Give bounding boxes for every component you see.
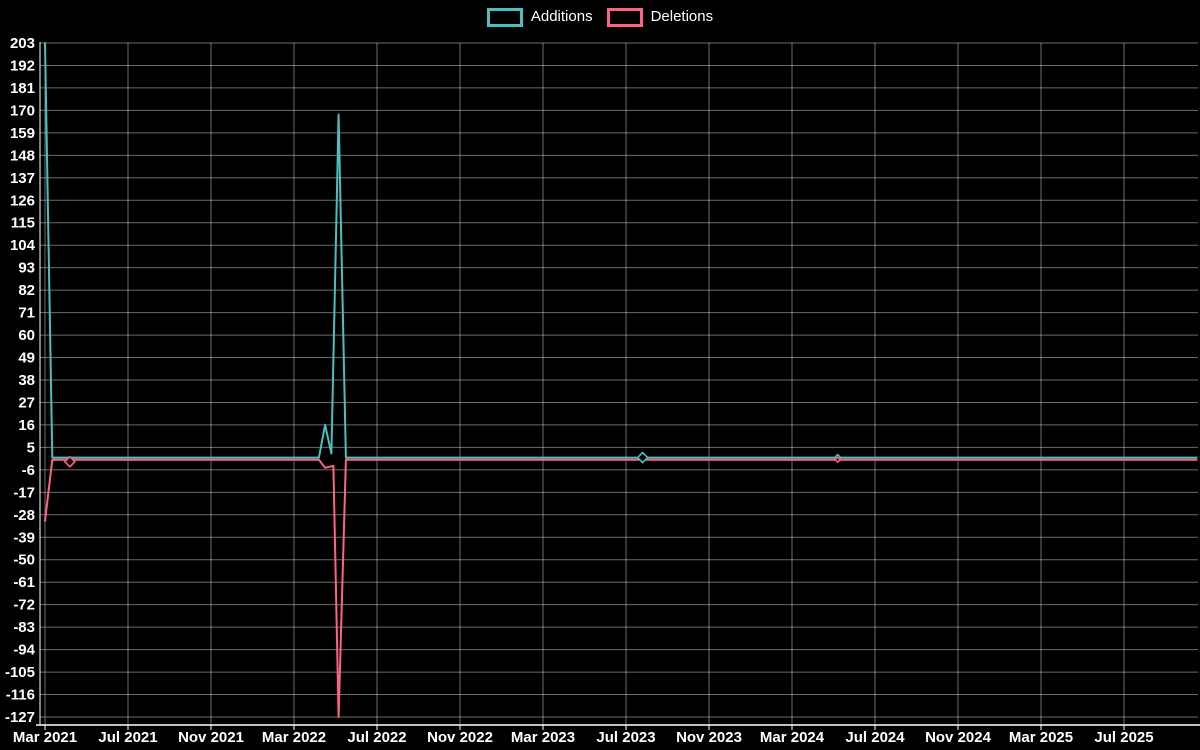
y-tick-label: 192 [10, 57, 35, 74]
y-tick-label: -50 [13, 552, 35, 569]
y-tick-label: 5 [27, 439, 35, 456]
x-tick-label: Nov 2023 [676, 729, 742, 746]
y-tick-label: 82 [18, 282, 35, 299]
y-tick-label: -28 [13, 507, 35, 524]
y-tick-label: 170 [10, 102, 35, 119]
y-tick-label: 93 [18, 260, 35, 277]
x-tick-label: Mar 2023 [511, 729, 575, 746]
y-tick-label: 148 [10, 147, 35, 164]
y-tick-label: 16 [18, 417, 35, 434]
x-tick-label: Mar 2021 [13, 729, 77, 746]
x-tick-label: Jul 2021 [98, 729, 157, 746]
x-tick-label: Mar 2025 [1009, 729, 1073, 746]
x-tick-label: Jul 2025 [1094, 729, 1153, 746]
y-tick-label: 181 [10, 80, 35, 97]
y-tick-label: 49 [18, 350, 35, 367]
deletions-point-marker [63, 455, 77, 468]
x-tick-label: Mar 2022 [262, 729, 326, 746]
legend-item-deletions[interactable]: Deletions [606, 7, 714, 27]
y-tick-label: -127 [5, 709, 35, 726]
deletions-line [44, 458, 1198, 718]
y-tick-label: 104 [10, 237, 36, 254]
x-tick-label: Jul 2023 [596, 729, 655, 746]
x-tick-label: Jul 2022 [347, 729, 406, 746]
y-tick-label: 38 [18, 372, 35, 389]
legend-label-deletions: Deletions [650, 8, 714, 25]
chart-legend: Additions Deletions [0, 7, 1200, 27]
y-tick-label: 115 [11, 215, 35, 232]
additions-swatch-icon [486, 7, 523, 27]
y-tick-label: -61 [13, 574, 35, 591]
y-tick-label: 203 [10, 35, 35, 52]
y-tick-label: -105 [5, 664, 35, 681]
y-tick-label: 126 [10, 192, 35, 209]
y-tick-label: 137 [10, 170, 35, 187]
y-tick-label: -83 [13, 619, 35, 636]
y-tick-label: -17 [13, 484, 35, 501]
x-tick-label: Mar 2024 [760, 729, 825, 746]
y-tick-label: 159 [10, 125, 35, 142]
x-tick-label: Jul 2024 [845, 729, 905, 746]
y-tick-label: -6 [22, 462, 35, 479]
deletions-point-marker [834, 456, 842, 464]
legend-label-additions: Additions [530, 8, 593, 25]
y-tick-label: -39 [13, 529, 35, 546]
x-tick-label: Nov 2021 [178, 729, 244, 746]
legend-item-additions[interactable]: Additions [486, 7, 593, 27]
y-tick-label: 27 [18, 394, 35, 411]
y-tick-label: 60 [18, 327, 35, 344]
additions-line [44, 42, 1198, 459]
y-tick-label: -72 [13, 597, 35, 614]
deletions-swatch-icon [606, 7, 643, 27]
additions-point-marker [636, 451, 649, 464]
x-tick-label: Nov 2022 [427, 729, 493, 746]
y-tick-label: 71 [18, 305, 35, 322]
x-tick-label: Nov 2024 [925, 729, 992, 746]
y-tick-label: -116 [6, 687, 35, 704]
y-tick-label: -94 [13, 642, 35, 659]
